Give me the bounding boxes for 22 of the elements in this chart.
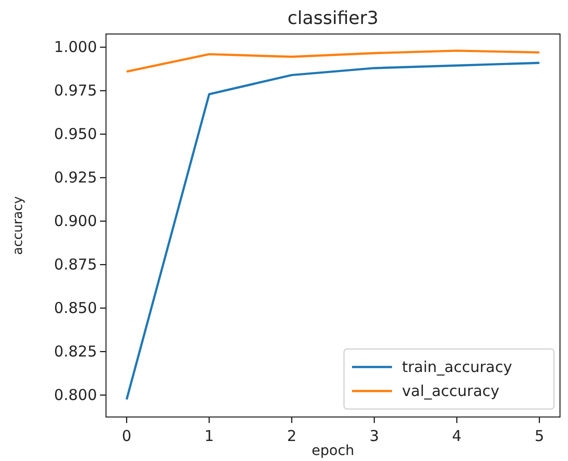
y-tick-label: 1.000 xyxy=(54,38,97,56)
x-tick-label: 1 xyxy=(204,427,214,445)
legend-label: val_accuracy xyxy=(402,382,500,400)
y-tick-label: 0.825 xyxy=(54,342,97,360)
x-tick-label: 5 xyxy=(534,427,544,445)
chart-title: classifier3 xyxy=(288,8,378,29)
line-series xyxy=(126,62,540,401)
y-tick-label: 0.800 xyxy=(54,386,97,404)
y-tick-label: 0.925 xyxy=(54,168,97,186)
line-series xyxy=(126,50,540,73)
y-tick-label: 0.950 xyxy=(54,124,97,143)
y-tick-label: 0.850 xyxy=(54,298,97,317)
y-tick-label: 0.975 xyxy=(54,82,97,100)
x-tick-label: 3 xyxy=(370,427,380,445)
x-tick-label: 4 xyxy=(452,427,462,445)
x-axis-title: epoch xyxy=(312,443,354,459)
legend-label: train_accuracy xyxy=(402,358,512,376)
x-tick-label: 0 xyxy=(122,427,132,445)
x-tick-label: 2 xyxy=(286,427,296,445)
y-axis-title: accuracy xyxy=(11,196,26,255)
y-tick-label: 0.875 xyxy=(54,255,97,274)
y-tick-label: 0.900 xyxy=(54,212,97,230)
